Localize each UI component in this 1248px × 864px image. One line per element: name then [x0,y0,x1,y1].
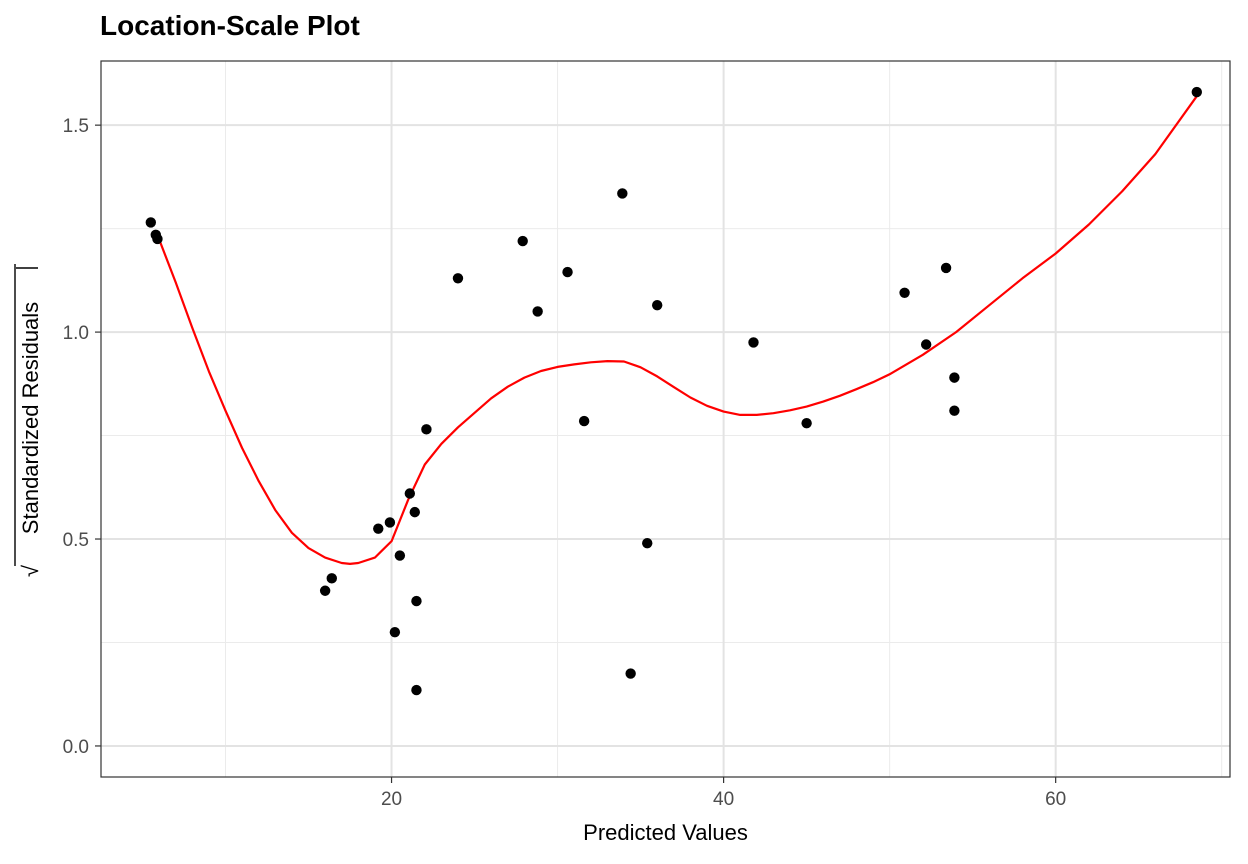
data-point [899,287,910,298]
data-point [373,523,384,534]
data-point [421,424,432,435]
data-point [748,337,759,348]
smooth-line-layer [154,95,1198,565]
y-tick-label: 0.0 [63,737,89,758]
y-tick-label: 0.5 [63,530,89,551]
data-point [152,233,163,245]
data-point [642,537,653,549]
data-point [326,573,337,584]
major-gridlines [101,61,1230,777]
data-point [411,595,422,607]
data-point [940,262,952,274]
y-axis-title-radical: √ [18,564,43,577]
data-point [394,550,406,561]
smooth-line [154,95,1198,565]
data-point [617,188,628,199]
chart-title: Location-Scale Plot [100,10,360,41]
data-point [517,235,528,247]
data-point [651,299,663,311]
y-tick-label: 1.5 [63,116,89,137]
y-axis-title: √ Standardized Residuals [14,264,43,577]
data-point [801,417,812,429]
data-point [949,405,960,416]
tick-labels: 20 40 60 0.0 0.5 1.0 1.5 [63,116,1067,810]
x-axis-title: Predicted Values [583,820,748,845]
data-point [532,306,543,317]
data-point [949,372,960,383]
data-point [145,217,157,228]
data-point [384,517,396,528]
data-point [409,506,420,518]
y-tick-label: 1.0 [63,323,89,344]
axis-ticks [95,124,1057,783]
x-tick-label: 20 [381,789,402,810]
y-axis-title-text: Standardized Residuals [18,302,43,534]
data-point [411,684,422,696]
data-point [389,626,401,638]
data-point [562,266,573,278]
data-point [625,668,636,679]
minor-gridlines [101,61,1230,777]
panel-border [100,60,1231,778]
x-tick-label: 60 [1045,789,1066,810]
data-point [452,273,464,284]
points-layer [145,86,1202,696]
x-tick-label: 40 [713,789,734,810]
data-point [578,415,590,427]
data-point [920,339,932,350]
data-point [404,488,416,499]
data-point [319,585,331,596]
data-point [1191,86,1202,98]
